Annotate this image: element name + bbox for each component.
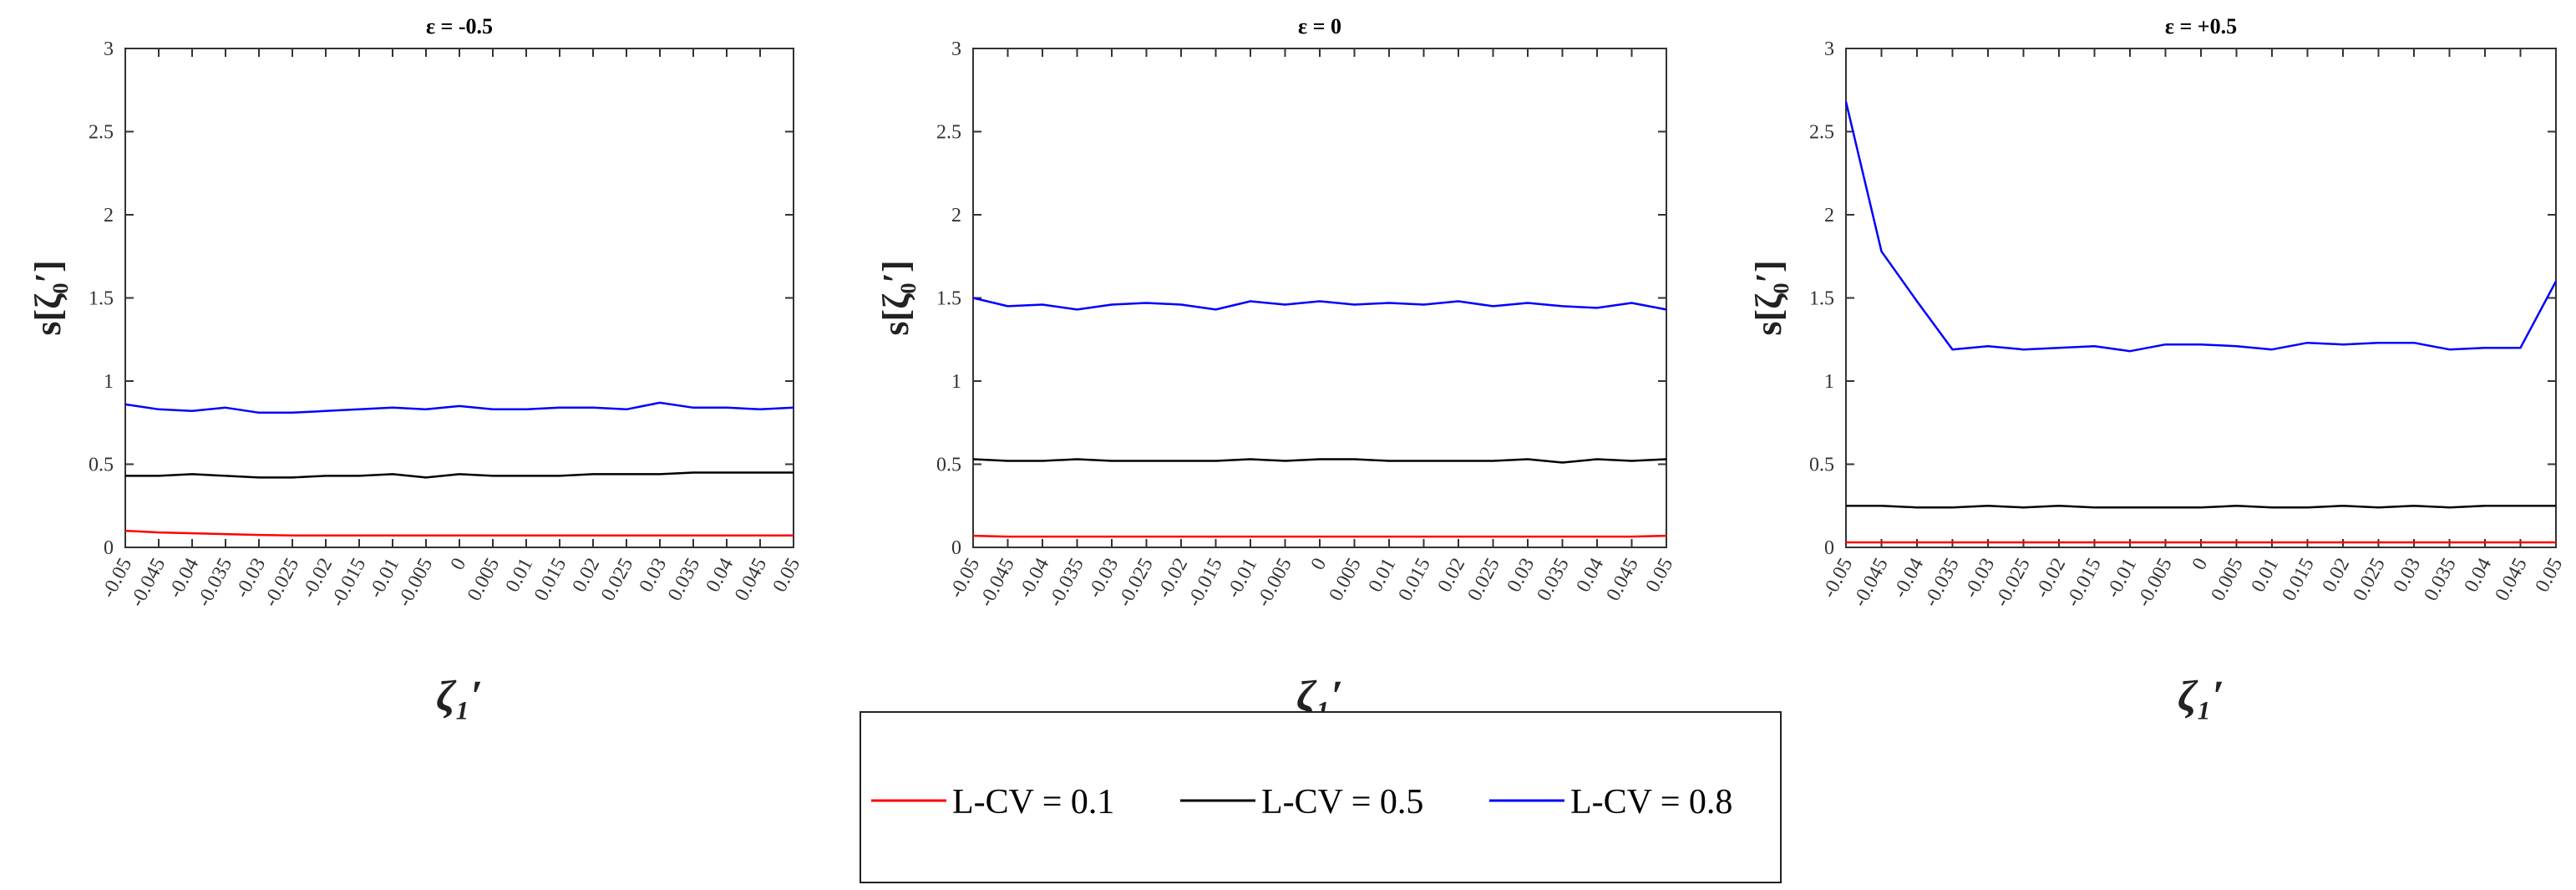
x-tick-label: -0.045 [976,555,1019,611]
y-tick-label: 0 [104,537,114,559]
series-line-1 [124,529,794,537]
x-tick-label: 0.02 [1434,555,1470,596]
x-tick-label: 0.02 [2319,555,2355,596]
x-tick-label: 0.02 [569,555,605,596]
x-tick-label: 0.045 [2491,555,2531,605]
x-tick-label: 0.05 [1642,555,1678,596]
plot-area-frame [1845,48,2557,548]
panel-3: ε = +0.500.511.522.53-0.05-0.045-0.04-0.… [1748,14,2567,720]
y-tick-label: 3 [951,38,961,60]
y-axis-label: s[ζ₀′] [1748,260,1789,335]
y-tick-label: 1 [1824,371,1834,393]
y-tick-label: 1.5 [89,288,114,310]
x-tick-label: 0.025 [1463,555,1504,605]
y-tick-label: 2.5 [89,122,114,144]
x-tick-label: 0.025 [597,555,637,605]
x-tick-label: 0.03 [1504,555,1539,596]
x-tick-label: -0.015 [1184,555,1227,611]
y-tick-label: 2 [1824,205,1834,226]
y-axis-label: s[ζ₀′] [875,260,916,335]
y-tick-label: 1 [104,371,114,393]
y-tick-label: 2.5 [936,122,961,144]
x-tick-label: 0.03 [636,555,672,596]
x-tick-label: 0.05 [769,555,805,596]
y-tick-label: 0.5 [936,455,961,476]
y-tick-label: 2 [104,205,114,226]
x-tick-label: 0.015 [1394,555,1434,605]
x-tick-label: 0.04 [1573,555,1609,596]
series-line-3 [972,297,1667,311]
panel-2: ε = 000.511.522.53-0.05-0.045-0.04-0.035… [875,14,1677,720]
panel-title: ε = -0.5 [426,14,493,38]
legend-box [860,711,1782,883]
legend: L-CV = 0.1 L-CV = 0.5 L-CV = 0.8 [860,711,1782,883]
y-axis-label: s[ζ₀′] [28,260,68,335]
x-tick-label: 0 [2188,555,2213,574]
y-tick-label: 0 [1824,537,1834,559]
series-line-1 [972,534,1667,538]
x-tick-label: 0.005 [2207,555,2247,605]
chart-panels: ε = -0.500.511.522.53-0.05-0.045-0.04-0.… [28,14,2567,720]
x-tick-label: 0.005 [1325,555,1365,605]
x-tick-label: 0.045 [1602,555,1642,605]
x-axis-label: ζ₁′ [436,673,483,720]
series-line-2 [1846,505,2556,509]
series-line-3 [1844,101,2558,353]
y-tick-label: 1.5 [936,288,961,310]
x-tick-label: 0.01 [2248,555,2284,596]
panel-title: ε = +0.5 [2165,14,2237,38]
y-tick-label: 1 [951,371,961,393]
x-tick-label: -0.025 [1114,555,1158,611]
legend-label-1: L-CV = 0.5 [1261,783,1423,821]
x-tick-label: 0.015 [2278,555,2318,605]
x-tick-label: 0.01 [502,555,538,596]
series-line-2 [972,458,1667,464]
y-tick-label: 2 [951,205,961,226]
series-line-3 [124,401,794,414]
x-tick-label: -0.045 [1849,555,1893,611]
series-line-2 [125,471,794,479]
y-tick-label: 3 [104,38,114,60]
x-axis-label: ζ₁′ [2178,673,2224,720]
panel-1: ε = -0.500.511.522.53-0.05-0.045-0.04-0.… [28,14,804,720]
x-tick-label: -0.005 [1253,555,1296,611]
x-tick-label: 0.005 [464,555,504,605]
y-tick-label: 3 [1824,38,1834,60]
x-tick-label: -0.015 [2062,555,2106,611]
x-tick-label: 0.05 [2532,555,2568,596]
x-tick-label: 0 [447,555,471,574]
x-tick-label: 0.035 [1533,555,1573,605]
x-tick-label: 0.015 [530,555,570,605]
x-tick-label: -0.025 [1991,555,2035,611]
x-tick-label: 0.025 [2349,555,2389,605]
y-tick-label: 0 [951,537,961,559]
plot-area-frame [972,48,1667,548]
x-tick-label: 0.03 [2390,555,2426,596]
legend-label-2: L-CV = 0.8 [1570,783,1732,821]
x-tick-label: 0.04 [2461,555,2497,596]
y-tick-label: 0.5 [1809,455,1834,476]
x-tick-label: 0.01 [1365,555,1401,596]
x-tick-label: 0.035 [664,555,704,605]
y-tick-label: 2.5 [1809,122,1834,144]
legend-label-0: L-CV = 0.1 [952,783,1114,821]
y-tick-label: 1.5 [1809,288,1834,310]
x-tick-label: -0.035 [1045,555,1088,611]
x-tick-label: 0.035 [2420,555,2460,605]
y-tick-label: 0.5 [89,455,114,476]
panel-title: ε = 0 [1298,14,1341,38]
x-tick-label: 0 [1307,555,1331,574]
x-tick-label: 0.04 [702,555,738,596]
x-tick-label: 0.045 [731,555,771,605]
x-tick-label: -0.035 [1920,555,1964,611]
x-tick-label: -0.005 [2133,555,2177,611]
